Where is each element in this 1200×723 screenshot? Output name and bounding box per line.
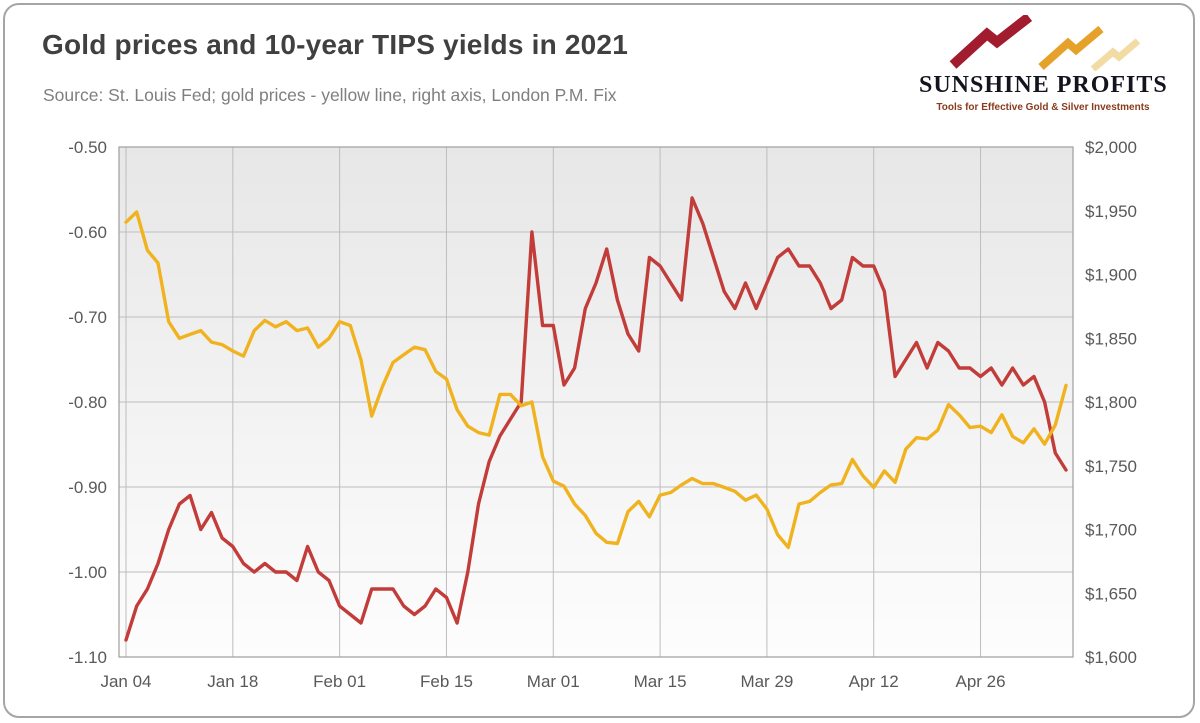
logo-bolt-red bbox=[949, 15, 1033, 69]
x-axis-tick-label: Mar 01 bbox=[527, 672, 580, 691]
sunshine-profits-logo: SUNSHINE PROFITS Tools for Effective Gol… bbox=[919, 15, 1167, 113]
y-axis-right-tick-label: $1,700 bbox=[1085, 521, 1137, 540]
x-axis-tick-label: Mar 15 bbox=[634, 672, 687, 691]
y-axis-left-tick-label: -0.60 bbox=[68, 223, 107, 242]
gridline-layer bbox=[118, 146, 1074, 658]
y-axis-left-tick-label: -0.50 bbox=[68, 138, 107, 157]
line-chart: -0.50 -0.60 -0.70 -0.80 -0.90 -1.00 -1.10 $2,00… bbox=[68, 138, 1137, 691]
x-axis-tick-label: Mar 29 bbox=[740, 672, 793, 691]
tips-yield-line bbox=[124, 196, 1068, 642]
x-axis-tick-label: Feb 15 bbox=[420, 672, 473, 691]
x-axis-tick-label: Apr 12 bbox=[849, 672, 899, 691]
y-axis-right-tick-label: $1,800 bbox=[1085, 393, 1137, 412]
page-title: Gold prices and 10-year TIPS yields in 2… bbox=[42, 29, 628, 60]
y-axis-right-tick-label: $1,650 bbox=[1085, 584, 1137, 603]
axis-label-layer: -0.50 -0.60 -0.70 -0.80 -0.90 -1.00 -1.10 $2,00… bbox=[68, 138, 1137, 691]
gold-price-line bbox=[124, 210, 1068, 550]
chart-card: Gold prices and 10-year TIPS yields in 2… bbox=[3, 3, 1195, 718]
y-axis-right-tick-label: $1,850 bbox=[1085, 329, 1137, 348]
logo-name: SUNSHINE PROFITS bbox=[919, 72, 1168, 98]
y-axis-left-tick-label: -1.00 bbox=[68, 563, 107, 582]
y-axis-right-tick-label: $2,000 bbox=[1085, 138, 1137, 157]
x-axis-tick-label: Jan 18 bbox=[207, 672, 258, 691]
y-axis-right-tick-label: $1,750 bbox=[1085, 457, 1137, 476]
x-axis-tick-label: Jan 04 bbox=[100, 672, 151, 691]
zigzag-arrows-icon bbox=[949, 15, 1141, 71]
series-layer bbox=[124, 196, 1068, 642]
y-axis-left-tick-label: -1.10 bbox=[68, 648, 107, 667]
plot-border bbox=[118, 146, 1074, 658]
logo-bolt-gold bbox=[1038, 25, 1104, 70]
logo-bolt-pale-gold bbox=[1090, 38, 1141, 71]
y-axis-left-tick-label: -0.90 bbox=[68, 478, 107, 497]
y-axis-left-tick-label: -0.80 bbox=[68, 393, 107, 412]
y-axis-left-tick-label: -0.70 bbox=[68, 308, 107, 327]
logo-tagline: Tools for Effective Gold & Silver Invest… bbox=[936, 102, 1150, 113]
x-axis-tick-label: Feb 01 bbox=[313, 672, 366, 691]
chart-source-subtitle: Source: St. Louis Fed; gold prices - yel… bbox=[43, 85, 617, 105]
y-axis-right-tick-label: $1,900 bbox=[1085, 266, 1137, 285]
y-axis-right-tick-label: $1,600 bbox=[1085, 648, 1137, 667]
chart-area: -0.50 -0.60 -0.70 -0.80 -0.90 -1.00 -1.10 $2,00… bbox=[5, 137, 1193, 716]
x-axis-tick-label: Apr 26 bbox=[955, 672, 1005, 691]
y-axis-right-tick-label: $1,950 bbox=[1085, 202, 1137, 221]
